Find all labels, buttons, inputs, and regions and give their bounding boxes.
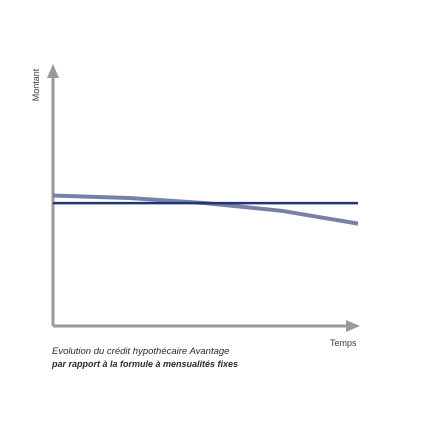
y-axis-arrow — [47, 64, 59, 78]
caption-line-2: par rapport à la formule à mensualités f… — [52, 359, 239, 369]
x-axis-arrow — [346, 320, 360, 332]
series-line-1 — [52, 193, 359, 226]
chart-caption: Evolution du crédit hypothécaire Avantag… — [52, 345, 238, 371]
caption-line-1: Evolution du crédit hypothécaire Avantag… — [52, 346, 230, 357]
x-axis-label: Temps — [330, 338, 357, 348]
y-axis-label: Montant — [31, 68, 41, 102]
